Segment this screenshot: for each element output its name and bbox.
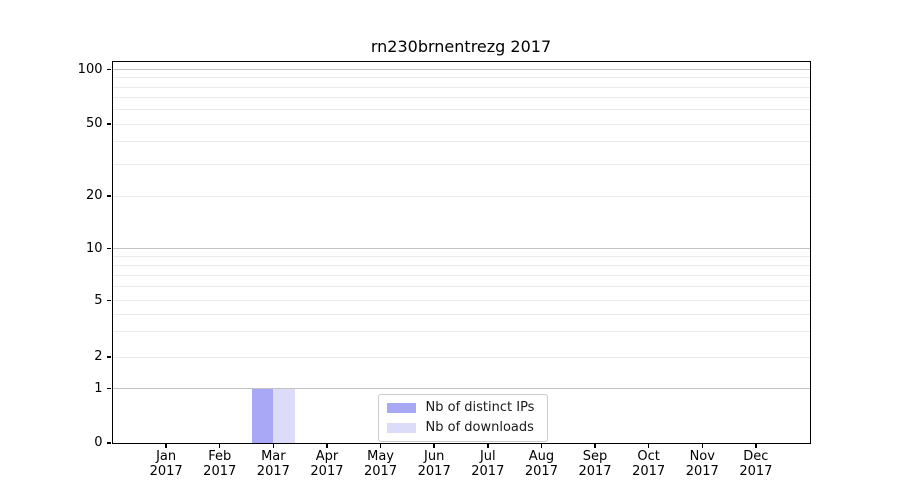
- chart-title: rn230brnentrezg 2017: [370, 37, 552, 56]
- legend-swatch: [386, 402, 416, 413]
- x-tick-label-month: Mar: [261, 448, 286, 464]
- legend-swatch: [386, 422, 416, 433]
- x-tick-label: Nov 2017: [670, 449, 734, 480]
- x-tick-label-month: Nov: [689, 448, 715, 464]
- x-tick-mark: [379, 443, 382, 448]
- y-tick-label: 20: [85, 188, 103, 203]
- minor-gridline: [112, 123, 810, 125]
- x-tick-mark: [755, 443, 757, 448]
- x-tick-label-year: 2017: [739, 464, 773, 479]
- legend-label: Nb of downloads: [425, 420, 534, 435]
- y-tick-mark: [106, 195, 111, 197]
- y-tick-label: 100: [77, 61, 103, 77]
- minor-gridline: [112, 141, 810, 143]
- x-tick-label-year: 2017: [578, 464, 612, 479]
- x-tick-label-month: Apr: [315, 448, 339, 464]
- x-tick-label: Mar 2017: [241, 449, 305, 480]
- x-tick-label: Jun 2017: [402, 449, 466, 480]
- x-tick-label: Aug 2017: [509, 449, 573, 480]
- minor-gridline: [112, 255, 810, 257]
- legend: Nb of distinct IPs Nb of downloads: [377, 393, 548, 442]
- x-tick-label-year: 2017: [256, 464, 290, 479]
- y-tick-label: 5: [94, 292, 103, 308]
- x-tick-label-year: 2017: [149, 464, 183, 479]
- x-tick-label-month: Jan: [156, 448, 177, 464]
- x-tick-mark: [487, 443, 489, 448]
- x-tick-label: Jan 2017: [134, 449, 198, 480]
- x-tick-label: Feb 2017: [188, 449, 252, 480]
- x-tick-label-month: Feb: [208, 448, 232, 464]
- x-tick-label: Apr 2017: [295, 449, 359, 480]
- plot-area: 0 1 2 5 10 20 50 100 Jan 2017 Feb 2017 Mar 2017 Apr 201…: [78, 60, 811, 479]
- y-tick-label: 1: [94, 380, 103, 396]
- x-tick-mark: [272, 443, 275, 448]
- y-tick-label: 10: [85, 240, 103, 256]
- x-tick-label-month: Sep: [582, 448, 608, 464]
- minor-gridline: [112, 195, 810, 197]
- y-tick-mark: [106, 356, 111, 358]
- x-tick-mark: [647, 443, 650, 448]
- x-tick-label: Oct 2017: [617, 449, 681, 480]
- y-tick-label: 2: [94, 349, 103, 364]
- minor-gridline: [112, 109, 810, 111]
- x-tick-label-year: 2017: [417, 464, 451, 479]
- minor-gridline: [112, 300, 810, 301]
- y-tick-label: 50: [85, 116, 103, 131]
- x-tick-label-year: 2017: [632, 464, 666, 479]
- y-tick-mark: [106, 247, 111, 250]
- minor-gridline: [112, 163, 810, 165]
- y-tick-mark: [106, 387, 111, 390]
- minor-gridline: [112, 97, 810, 99]
- major-gridline: [112, 248, 810, 249]
- x-tick-mark: [433, 443, 435, 448]
- y-tick-mark: [106, 442, 111, 444]
- x-tick-label-month: May: [367, 448, 394, 464]
- x-tick-label: May 2017: [349, 449, 413, 480]
- y-tick-mark: [106, 123, 111, 125]
- x-tick-label: Jul 2017: [456, 449, 520, 480]
- legend-label: Nb of distinct IPs: [425, 400, 535, 415]
- x-tick-mark: [594, 443, 596, 448]
- major-gridline: [112, 388, 810, 389]
- x-tick-label-year: 2017: [310, 464, 344, 479]
- x-tick-mark: [701, 443, 704, 448]
- x-tick-mark: [165, 443, 167, 448]
- bar-downloads: [273, 388, 295, 443]
- minor-gridline: [112, 86, 810, 88]
- y-tick-label: 0: [94, 435, 103, 450]
- x-tick-label-month: Dec: [743, 448, 769, 464]
- minor-gridline: [112, 77, 810, 79]
- minor-gridline: [112, 274, 810, 276]
- x-tick-label-month: Aug: [528, 448, 555, 464]
- x-tick-label-year: 2017: [471, 464, 505, 479]
- bar-distinct-ips: [251, 388, 274, 443]
- x-tick-mark: [326, 443, 328, 448]
- x-tick-label-month: Jun: [424, 448, 445, 464]
- x-tick-mark: [218, 443, 221, 448]
- legend-item: Nb of downloads: [386, 420, 539, 436]
- minor-gridline: [112, 331, 810, 333]
- y-tick-mark: [106, 68, 111, 71]
- x-tick-label-year: 2017: [685, 464, 719, 479]
- x-tick-label: Dec 2017: [724, 449, 788, 480]
- minor-gridline: [112, 286, 810, 288]
- x-tick-label-year: 2017: [203, 464, 237, 479]
- legend-item: Nb of distinct IPs: [386, 400, 539, 416]
- x-tick-mark: [540, 443, 543, 448]
- minor-gridline: [112, 356, 810, 358]
- x-tick-label-month: Jul: [479, 448, 496, 464]
- minor-gridline: [112, 264, 810, 266]
- x-tick-label-year: 2017: [524, 464, 558, 479]
- x-tick-label-month: Oct: [637, 448, 660, 464]
- minor-gridline: [112, 313, 810, 315]
- major-gridline: [112, 69, 810, 70]
- y-tick-mark: [106, 299, 111, 302]
- x-tick-label-year: 2017: [364, 464, 398, 479]
- x-tick-label: Sep 2017: [563, 449, 627, 480]
